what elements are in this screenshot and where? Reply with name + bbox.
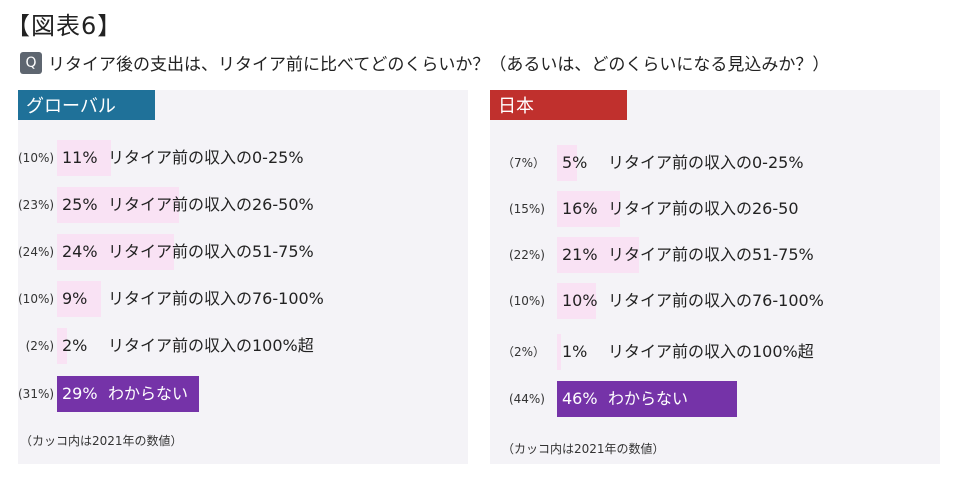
value-label: 2% bbox=[62, 336, 88, 355]
question-text: リタイア後の支出は、リタイア前に比べてどのくらいか？（あるいは、どのくらいになる… bbox=[48, 55, 830, 75]
bar-row: (10%) 11% リタイア前の収入の0-25% bbox=[18, 140, 468, 176]
category-label: リタイア前の収入の76-100% bbox=[608, 291, 824, 310]
previous-value-label: (10%) bbox=[18, 292, 55, 306]
bar bbox=[557, 381, 738, 417]
value-label: 10% bbox=[562, 291, 598, 310]
bar bbox=[57, 376, 199, 412]
bar bbox=[57, 187, 179, 223]
bar-row: (23%) 25% リタイア前の収入の26-50% bbox=[18, 187, 468, 223]
previous-value-label: （7%） bbox=[501, 156, 545, 170]
value-label: 29% bbox=[62, 384, 98, 403]
bar bbox=[57, 234, 175, 270]
previous-value-label: (2%) bbox=[25, 339, 54, 353]
category-label: リタイア前の収入の100%超 bbox=[608, 342, 814, 361]
bar-row: (22%) 21% リタイア前の収入の51-75% bbox=[490, 237, 940, 273]
panel-header-global: グローバル bbox=[18, 90, 155, 120]
value-label: 46% bbox=[562, 389, 598, 408]
category-label: リタイア前の収入の26-50% bbox=[108, 195, 314, 214]
bar bbox=[557, 191, 620, 227]
bar bbox=[557, 334, 561, 370]
chart-panel-global: グローバル (10%) 11% リタイア前の収入の0-25% (23%) 25% リタイア… bbox=[18, 90, 468, 464]
value-label: 1% bbox=[562, 342, 588, 361]
previous-value-label: (24%) bbox=[18, 245, 55, 259]
value-label: 24% bbox=[62, 242, 98, 261]
previous-value-label: (31%) bbox=[18, 387, 55, 401]
previous-value-label: (10%) bbox=[508, 294, 545, 308]
bar-row: (31%) 29% わからない bbox=[18, 376, 468, 412]
bar-row: （7%） 5% リタイア前の収入の0-25% bbox=[490, 145, 940, 181]
bar-row: (2%) 2% リタイア前の収入の100%超 bbox=[18, 328, 468, 364]
value-label: 21% bbox=[562, 245, 598, 264]
category-label: リタイア前の収入の0-25% bbox=[608, 153, 804, 172]
chart-panel-japan: 日本 （7%） 5% リタイア前の収入の0-25% (15%) 16% リタイア前の収入の… bbox=[490, 90, 940, 464]
previous-value-label: (22%) bbox=[508, 248, 545, 262]
bar bbox=[57, 281, 101, 317]
bar bbox=[557, 145, 577, 181]
category-label: わからない bbox=[108, 384, 189, 403]
previous-value-label: (44%) bbox=[508, 392, 545, 406]
category-label: リタイア前の収入の51-75% bbox=[108, 242, 314, 261]
bar bbox=[57, 140, 111, 176]
panel-header-japan: 日本 bbox=[490, 90, 627, 120]
bar bbox=[57, 328, 67, 364]
category-label: リタイア前の収入の51-75% bbox=[608, 245, 814, 264]
bar-row: (10%) 10% リタイア前の収入の76-100% bbox=[490, 283, 940, 319]
value-label: 25% bbox=[62, 195, 98, 214]
bar-row: (24%) 24% リタイア前の収入の51-75% bbox=[18, 234, 468, 270]
value-label: 11% bbox=[62, 148, 98, 167]
question-icon: Q bbox=[20, 51, 42, 74]
previous-value-label: (10%) bbox=[18, 151, 55, 165]
bar-row: (44%) 46% わからない bbox=[490, 381, 940, 417]
bar-row: （2%） 1% リタイア前の収入の100%超 bbox=[490, 334, 940, 370]
value-label: 5% bbox=[562, 153, 588, 172]
value-label: 16% bbox=[562, 199, 598, 218]
bar bbox=[557, 283, 597, 319]
category-label: リタイア前の収入の0-25% bbox=[108, 148, 304, 167]
category-label: わからない bbox=[608, 389, 689, 408]
category-label: リタイア前の収入の76-100% bbox=[108, 289, 324, 308]
bar-row: (10%) 9% リタイア前の収入の76-100% bbox=[18, 281, 468, 317]
figure-title: 【図表6】 bbox=[6, 12, 123, 40]
footnote: （カッコ内は2021年の数値） bbox=[502, 442, 665, 456]
previous-value-label: (15%) bbox=[508, 202, 545, 216]
value-label: 9% bbox=[62, 289, 88, 308]
previous-value-label: (23%) bbox=[18, 198, 55, 212]
category-label: リタイア前の収入の26-50 bbox=[608, 199, 799, 218]
question: Q リタイア後の支出は、リタイア前に比べてどのくらいか？（あるいは、どのくらいに… bbox=[20, 50, 829, 75]
bar-row: (15%) 16% リタイア前の収入の26-50 bbox=[490, 191, 940, 227]
bar bbox=[557, 237, 640, 273]
footnote: （カッコ内は2021年の数値） bbox=[20, 434, 183, 448]
previous-value-label: （2%） bbox=[501, 345, 545, 359]
category-label: リタイア前の収入の100%超 bbox=[108, 336, 314, 355]
